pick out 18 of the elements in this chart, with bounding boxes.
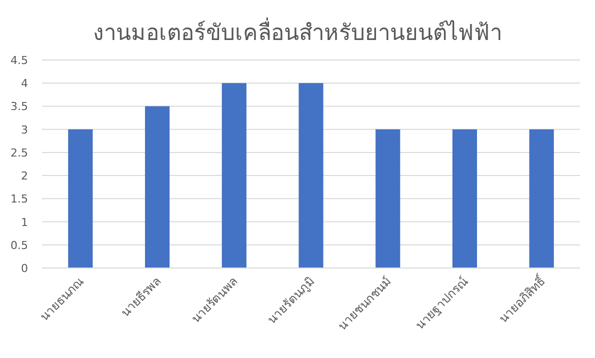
y-tick-label: 4.5 [10, 54, 28, 67]
y-tick-label: 4 [21, 77, 28, 90]
y-tick-label: 0.5 [10, 238, 28, 252]
y-tick-label: 1 [21, 216, 28, 229]
bar [376, 129, 400, 268]
bar [529, 129, 554, 268]
bar [68, 129, 93, 268]
bar [144, 106, 170, 268]
y-tick-label: 0 [21, 262, 28, 275]
y-tick-label: 2 [21, 170, 28, 183]
y-tick-label: 3 [21, 123, 28, 136]
y-tick-label: 2.5 [10, 146, 28, 160]
bar [298, 83, 324, 268]
bar [452, 129, 478, 268]
y-tick-label: 3.5 [10, 100, 28, 114]
bar [222, 83, 246, 268]
y-tick-label: 1.5 [10, 192, 28, 206]
chart-title: งานมอเตอร์ขับเคลื่อนสำหรับยานยนต์ไฟฟ้า [93, 17, 502, 46]
